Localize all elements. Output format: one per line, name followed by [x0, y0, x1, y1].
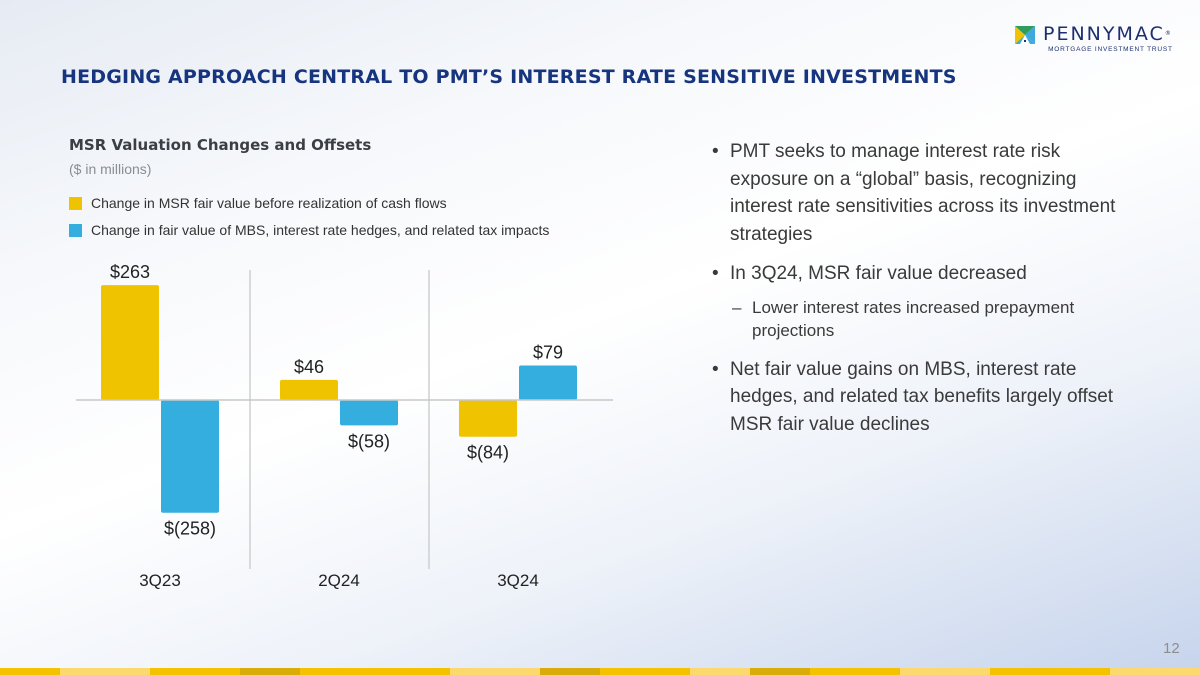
category-label: 3Q24 — [497, 571, 539, 590]
bullet-item: • PMT seeks to manage interest rate risk… — [712, 138, 1142, 248]
bar-hedge — [519, 365, 577, 400]
sub-bullet-text: Lower interest rates increased prepaymen… — [752, 297, 1075, 340]
logo-subtitle: MORTGAGE INVESTMENT TRUST — [1048, 46, 1173, 53]
legend-swatch-hedge — [69, 223, 82, 237]
category-label: 3Q23 — [139, 571, 181, 590]
bullet-text: Net fair value gains on MBS, interest ra… — [730, 358, 1114, 435]
logo-registered: ® — [1164, 30, 1173, 37]
logo-name: PENNYMAC — [1043, 23, 1165, 45]
footer-strip — [0, 668, 1200, 675]
data-label: $263 — [110, 262, 150, 282]
chart-title: MSR Valuation Changes and Offsets — [69, 136, 372, 154]
legend-label-msr: Change in MSR fair value before realizat… — [91, 195, 447, 211]
data-label: $(58) — [348, 431, 390, 451]
bullet-dot: • — [712, 141, 719, 162]
bullet-item: • Net fair value gains on MBS, interest … — [712, 356, 1142, 439]
legend-label-hedge: Change in fair value of MBS, interest ra… — [91, 222, 550, 238]
data-label: $79 — [533, 342, 563, 362]
data-label: $(84) — [467, 443, 509, 463]
logo-house-icon — [1015, 26, 1035, 44]
bullet-item: • In 3Q24, MSR fair value decreased — [712, 260, 1142, 288]
bullet-list: • PMT seeks to manage interest rate risk… — [712, 138, 1142, 450]
bar-msr — [459, 400, 517, 437]
legend-item-hedge: Change in fair value of MBS, interest ra… — [69, 222, 549, 238]
bar-msr — [280, 379, 338, 400]
pennymac-logo: PENNYMAC® MORTGAGE INVESTMENT TRUST — [1015, 24, 1173, 53]
page-number: 12 — [1163, 640, 1180, 657]
bar-msr — [101, 285, 159, 400]
bullet-text: PMT seeks to manage interest rate risk e… — [730, 141, 1116, 245]
data-label: $46 — [294, 357, 324, 377]
data-label: $(258) — [164, 519, 216, 539]
bullet-dot: • — [712, 358, 719, 380]
bar-hedge — [161, 400, 219, 513]
sub-bullet-item: – Lower interest rates increased prepaym… — [712, 296, 1142, 342]
category-label: 2Q24 — [318, 571, 360, 590]
bullet-dot: • — [712, 263, 719, 284]
chart-subtitle: ($ in millions) — [69, 161, 152, 177]
sub-bullet-dash: – — [732, 297, 742, 317]
bullet-text: In 3Q24, MSR fair value decreased — [730, 263, 1027, 284]
page-title: HEDGING APPROACH CENTRAL TO PMT’S INTERE… — [61, 66, 957, 88]
legend-item-msr: Change in MSR fair value before realizat… — [69, 195, 447, 211]
bar-hedge — [340, 400, 398, 426]
legend-swatch-msr — [69, 196, 82, 210]
